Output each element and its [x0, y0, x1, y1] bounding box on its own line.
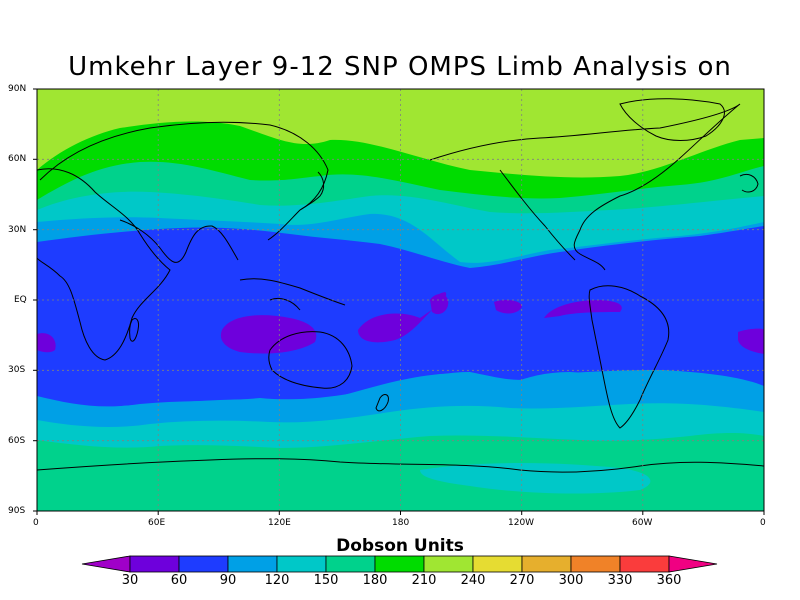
colorbar-label: 300 [558, 573, 584, 588]
colorbar-arrow-left [81, 555, 131, 573]
y-tick-label: 90N [8, 84, 27, 94]
colorbar-label: 180 [362, 573, 388, 588]
colorbar-title: Dobson Units [336, 536, 464, 556]
colorbar-segment [423, 555, 474, 573]
band-30-60-indian [220, 315, 317, 354]
band-30-60-pacific-2 [430, 294, 449, 315]
coastlines [37, 98, 764, 473]
colorbar-label: 270 [509, 573, 535, 588]
colorbar-segment [276, 555, 327, 573]
x-tick-label: 180 [392, 518, 410, 528]
colorbar-segment [374, 555, 425, 573]
colorbar-label: 240 [460, 573, 486, 588]
colorbar-label: 150 [313, 573, 339, 588]
colorbar-label: 210 [411, 573, 437, 588]
band-30-60-pacific [358, 292, 447, 343]
x-tick-label: 60W [632, 518, 653, 528]
colorbar-label: 90 [219, 573, 237, 588]
band-30-60-east [494, 299, 522, 314]
colorbar-segment [227, 555, 278, 573]
colorbar-segment [129, 555, 180, 573]
colorbar-arrow-right [668, 555, 718, 573]
colorbar [81, 555, 718, 573]
x-tick-label: 0 [760, 518, 766, 528]
colorbar-segment [472, 555, 523, 573]
y-tick-label: 60S [8, 436, 26, 446]
colorbar-segment [325, 555, 376, 573]
x-tick-label: 0 [33, 518, 39, 528]
y-tick-label: EQ [14, 295, 27, 305]
gridlines [37, 89, 764, 511]
y-tick-label: 60N [8, 154, 27, 164]
colorbar-label: 120 [264, 573, 290, 588]
y-tick-label: 90S [8, 506, 26, 516]
x-tick-label: 120W [508, 518, 535, 528]
band-30-60-west [37, 333, 56, 353]
colorbar-segment [619, 555, 670, 573]
x-tick-label: 120E [268, 518, 291, 528]
colorbar-segment [570, 555, 621, 573]
tick-marks [33, 88, 765, 515]
colorbar-segment [521, 555, 572, 573]
colorbar-segment [178, 555, 229, 573]
colorbar-label: 30 [121, 573, 139, 588]
y-tick-label: 30S [8, 365, 26, 375]
y-tick-label: 30N [8, 225, 27, 235]
x-tick-label: 60E [148, 518, 166, 528]
contour-fill [37, 89, 764, 511]
colorbar-label: 60 [170, 573, 188, 588]
colorbar-label: 330 [607, 573, 633, 588]
band-30-60-east-edge [738, 328, 764, 354]
band-30-60-east-2 [544, 300, 622, 318]
colorbar-label: 360 [656, 573, 682, 588]
